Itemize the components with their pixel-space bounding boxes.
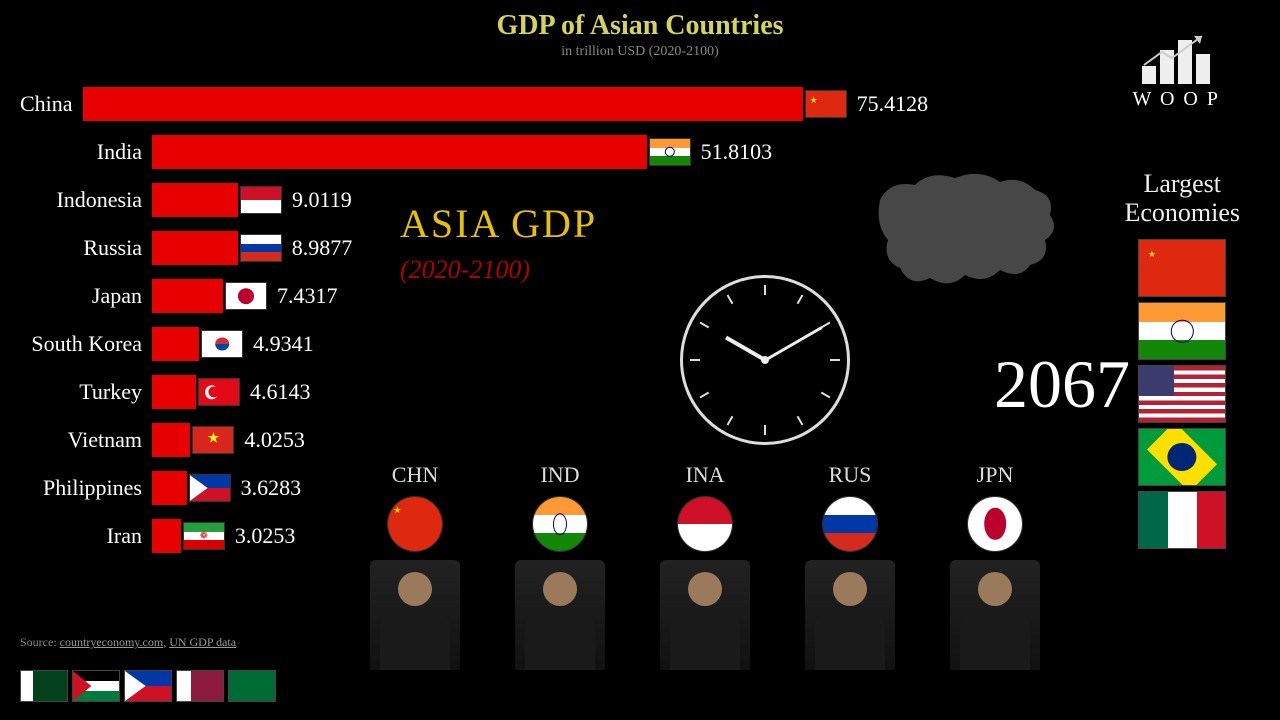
leader-portrait — [660, 560, 750, 670]
flag-ir-icon: ❁ — [183, 522, 225, 550]
bar — [152, 279, 223, 313]
flag-ph-icon — [189, 474, 231, 502]
country-label: Indonesia — [20, 187, 152, 213]
leader-code: RUS — [805, 462, 895, 488]
leader-code: JPN — [950, 462, 1040, 488]
largest-title: LargestEconomies — [1124, 170, 1240, 227]
current-year: 2067 — [994, 345, 1130, 424]
bar — [152, 519, 181, 553]
bar — [152, 375, 196, 409]
country-label: Japan — [20, 283, 152, 309]
title-main: GDP of Asian Countries — [0, 10, 1280, 42]
flag-qa-icon — [176, 670, 224, 702]
leader-code: IND — [515, 462, 605, 488]
leader-code: INA — [660, 462, 750, 488]
leader-code: CHN — [370, 462, 460, 488]
bar-value: 7.4317 — [277, 283, 338, 309]
country-label: Russia — [20, 235, 152, 261]
largest-economies-panel: LargestEconomies ★ — [1124, 170, 1240, 554]
bar-row-cn: China ★ 75.4128 — [20, 80, 920, 128]
flag-jp-icon — [225, 282, 267, 310]
bar-row-in: India 51.8103 — [20, 128, 920, 176]
bar-value: 4.6143 — [250, 379, 311, 405]
leader-portrait — [950, 560, 1040, 670]
leader-in: IND — [515, 462, 605, 670]
flag-tr-icon — [198, 378, 240, 406]
flag-id-round-icon — [677, 496, 733, 552]
leader-portrait — [805, 560, 895, 670]
bar-value: 4.0253 — [244, 427, 305, 453]
bar — [152, 327, 199, 361]
bar-value: 3.0253 — [235, 523, 296, 549]
bar-value: 3.6283 — [241, 475, 302, 501]
flag-kr-icon — [201, 330, 243, 358]
bar — [152, 135, 647, 169]
flag-mx-icon — [1138, 491, 1226, 549]
year-range: (2020-2100) — [400, 255, 597, 285]
bar-value: 51.8103 — [701, 139, 773, 165]
country-label: Turkey — [20, 379, 152, 405]
flag-ps-icon — [72, 670, 120, 702]
bar — [152, 183, 238, 217]
country-label: South Korea — [20, 331, 152, 357]
flag-cn-icon: ★ — [805, 90, 847, 118]
flag-vn-icon: ★ — [192, 426, 234, 454]
flag-in-icon — [1138, 302, 1226, 360]
country-label: Vietnam — [20, 427, 152, 453]
bar — [152, 231, 238, 265]
leader-id: INA — [660, 462, 750, 670]
leader-ru: RUS — [805, 462, 895, 670]
asia-gdp-label: ASIA GDP — [400, 200, 597, 247]
title-sub: in trillion USD (2020-2100) — [0, 44, 1280, 60]
bar — [83, 87, 803, 121]
flag-ph-icon — [124, 670, 172, 702]
bar-value: 8.9877 — [292, 235, 353, 261]
bar-value: 4.9341 — [253, 331, 314, 357]
flag-in-icon — [649, 138, 691, 166]
center-title: ASIA GDP (2020-2100) — [400, 200, 597, 285]
leader-jp: JPN — [950, 462, 1040, 670]
bar-value: 75.4128 — [857, 91, 929, 117]
flag-in-round-icon — [532, 496, 588, 552]
flag-pk-icon — [20, 670, 68, 702]
flag-ru-icon — [240, 234, 282, 262]
rank-flags-strip — [20, 670, 276, 702]
flag-ru-round-icon — [822, 496, 878, 552]
leader-cn: CHN ★ — [370, 462, 460, 670]
clock-icon — [680, 275, 850, 445]
chart-title: GDP of Asian Countries in trillion USD (… — [0, 10, 1280, 60]
asia-map-icon — [870, 160, 1070, 300]
country-label: China — [20, 91, 83, 117]
country-label: India — [20, 139, 152, 165]
flag-br-icon — [1138, 428, 1226, 486]
country-label: Iran — [20, 523, 152, 549]
bar — [152, 423, 190, 457]
flag-sa-icon — [228, 670, 276, 702]
flag-id-icon — [240, 186, 282, 214]
flag-cn-icon: ★ — [1138, 239, 1226, 297]
leader-portrait — [370, 560, 460, 670]
flag-cn-round-icon: ★ — [387, 496, 443, 552]
flag-us-icon — [1138, 365, 1226, 423]
country-label: Philippines — [20, 475, 152, 501]
bar-value: 9.0119 — [292, 187, 352, 213]
logo-text: W O O P — [1132, 88, 1220, 111]
source-citation: Source: countryeconomy.com, UN GDP data — [20, 635, 236, 650]
leader-portrait — [515, 560, 605, 670]
bar — [152, 471, 187, 505]
leaders-row: CHN ★ IND INA RUS JPN — [370, 462, 1040, 670]
woop-logo: W O O P — [1132, 40, 1220, 111]
flag-jp-round-icon — [967, 496, 1023, 552]
